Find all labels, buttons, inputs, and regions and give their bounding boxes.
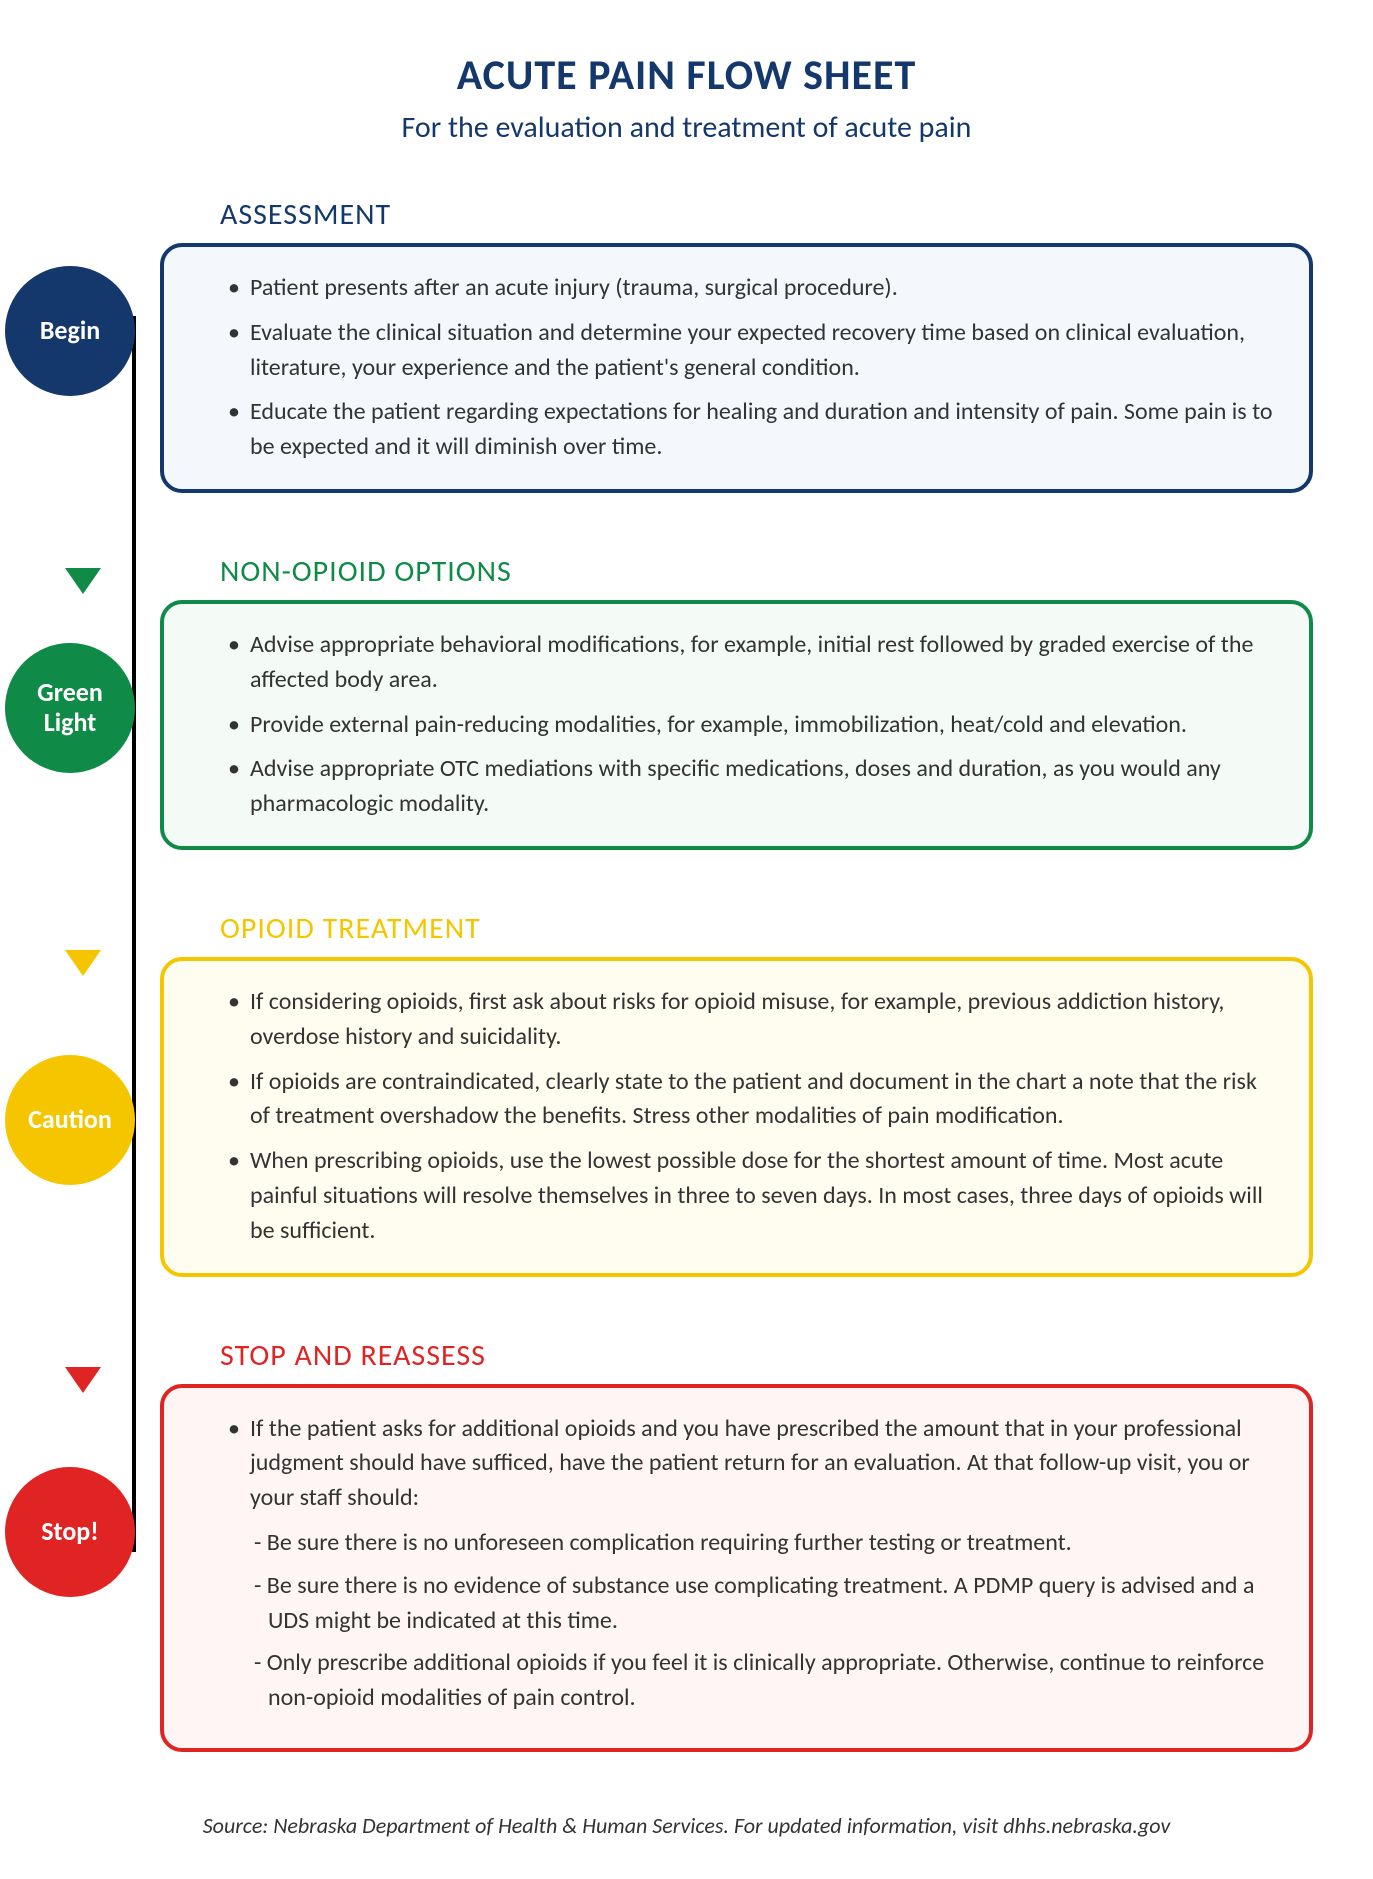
sub-item: - Be sure there is no unforeseen complic… <box>250 1526 1279 1561</box>
step-heading: NON-OPIOID OPTIONS <box>220 553 1313 590</box>
sub-item: - Only prescribe additional opioids if y… <box>250 1646 1279 1716</box>
flow-step-assessment: BeginASSESSMENTPatient presents after an… <box>160 196 1313 493</box>
bullet-item: Patient presents after an acute injury (… <box>224 271 1279 306</box>
bullet-list: Patient presents after an acute injury (… <box>224 271 1279 465</box>
bullet-list: If considering opioids, first ask about … <box>224 985 1279 1249</box>
main-title: ACUTE PAIN FLOW SHEET <box>60 50 1313 101</box>
step-box: If the patient asks for additional opioi… <box>160 1384 1313 1752</box>
step-circle-opioid: Caution <box>5 1055 135 1185</box>
flow-step-stop: Stop!STOP AND REASSESSIf the patient ask… <box>160 1337 1313 1752</box>
step-heading: OPIOID TREATMENT <box>220 910 1313 947</box>
step-circle-non-opioid: Green Light <box>5 643 135 773</box>
bullet-item: If opioids are contraindicated, clearly … <box>224 1065 1279 1135</box>
page-header: ACUTE PAIN FLOW SHEET For the evaluation… <box>60 50 1313 146</box>
sub-item: - Be sure there is no evidence of substa… <box>250 1569 1279 1639</box>
flow-arrow-icon <box>65 950 101 976</box>
source-citation: Source: Nebraska Department of Health & … <box>60 1812 1313 1839</box>
sub-list: - Be sure there is no unforeseen complic… <box>250 1526 1279 1716</box>
bullet-item: Educate the patient regarding expectatio… <box>224 395 1279 465</box>
bullet-item: If considering opioids, first ask about … <box>224 985 1279 1055</box>
flow-arrow-icon <box>65 1367 101 1393</box>
flow-arrow-icon <box>65 568 101 594</box>
step-heading: STOP AND REASSESS <box>220 1337 1313 1374</box>
bullet-item: If the patient asks for additional opioi… <box>224 1412 1279 1716</box>
step-box: Patient presents after an acute injury (… <box>160 243 1313 493</box>
connector-line <box>132 316 136 1552</box>
subtitle: For the evaluation and treatment of acut… <box>60 109 1313 146</box>
step-circle-assessment: Begin <box>5 266 135 396</box>
bullet-list: If the patient asks for additional opioi… <box>224 1412 1279 1716</box>
step-heading: ASSESSMENT <box>220 196 1313 233</box>
bullet-item: When prescribing opioids, use the lowest… <box>224 1144 1279 1248</box>
bullet-item: Evaluate the clinical situation and dete… <box>224 316 1279 386</box>
flow-step-non-opioid: Green LightNON-OPIOID OPTIONSAdvise appr… <box>160 553 1313 850</box>
flow-step-opioid: CautionOPIOID TREATMENTIf considering op… <box>160 910 1313 1277</box>
bullet-intro: If the patient asks for additional opioi… <box>250 1412 1279 1516</box>
bullet-item: Advise appropriate behavioral modificati… <box>224 628 1279 698</box>
flow-container: BeginASSESSMENTPatient presents after an… <box>60 196 1313 1752</box>
step-box: If considering opioids, first ask about … <box>160 957 1313 1277</box>
step-circle-stop: Stop! <box>5 1467 135 1597</box>
bullet-item: Advise appropriate OTC mediations with s… <box>224 752 1279 822</box>
bullet-item: Provide external pain-reducing modalitie… <box>224 708 1279 743</box>
step-box: Advise appropriate behavioral modificati… <box>160 600 1313 850</box>
bullet-list: Advise appropriate behavioral modificati… <box>224 628 1279 822</box>
